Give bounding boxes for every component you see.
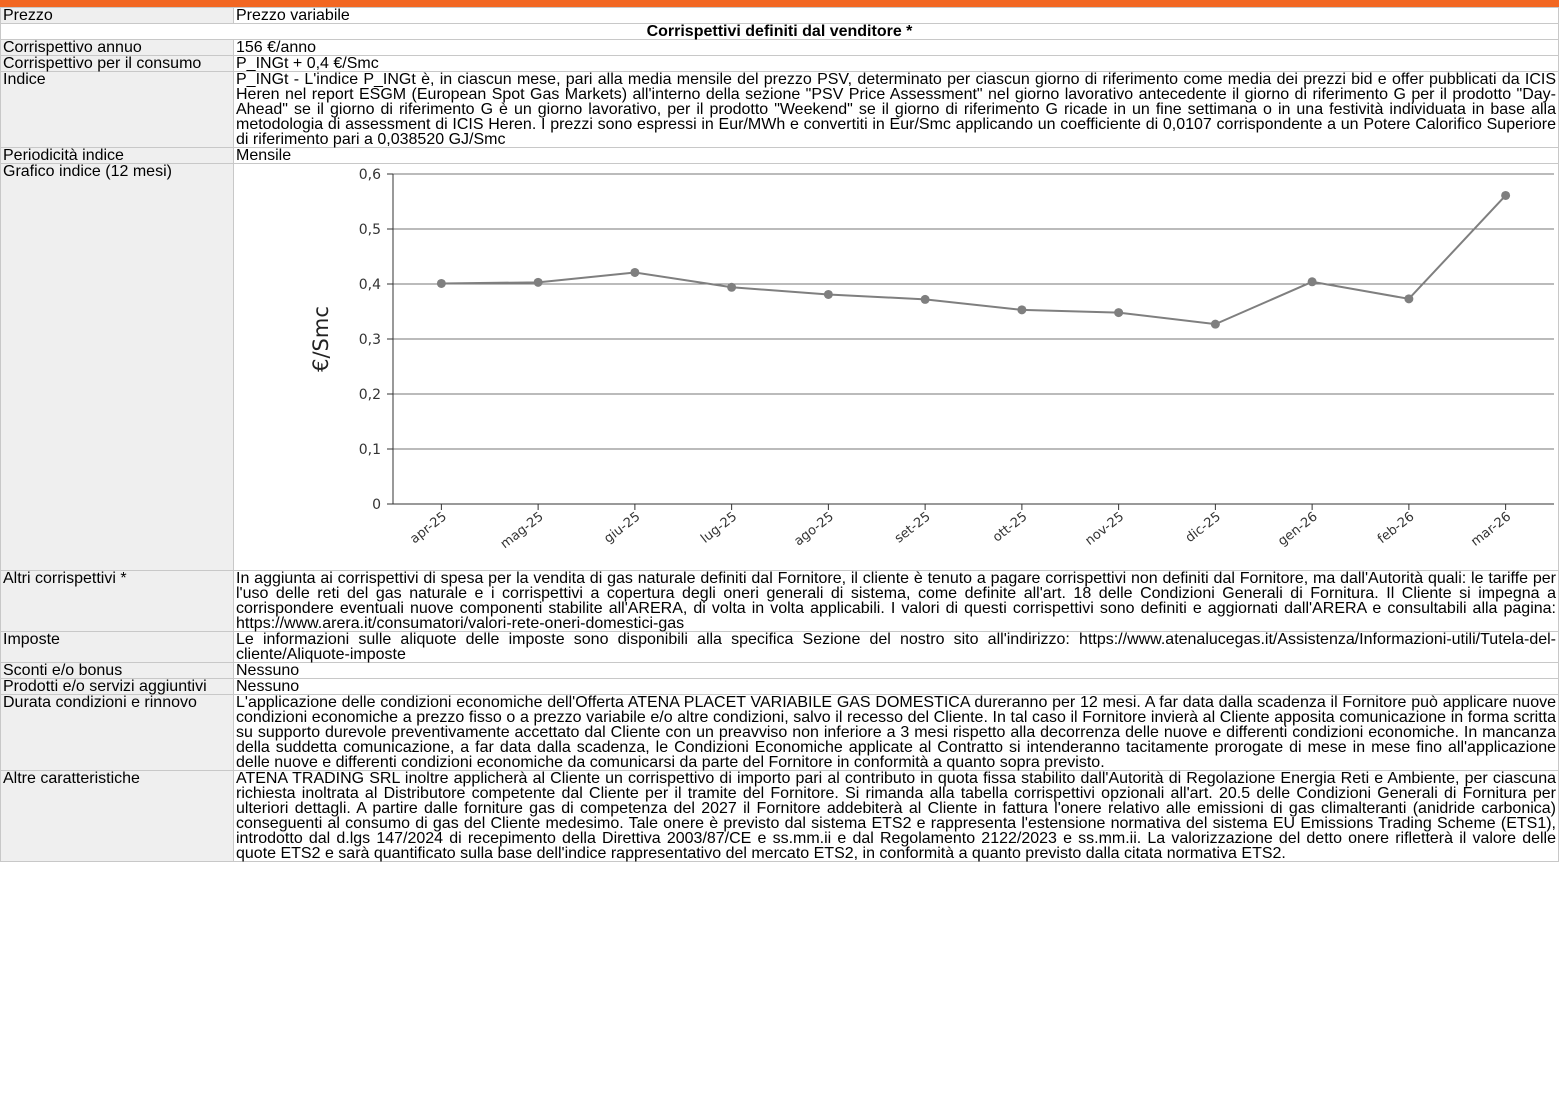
- label-indice: Indice: [0, 71, 234, 148]
- value-periodicita: Mensile: [233, 147, 1559, 164]
- y-tick-label: 0,6: [359, 167, 381, 183]
- x-tick-label: giu-25: [602, 509, 644, 546]
- label-grafico: Grafico indice (12 mesi): [0, 163, 234, 571]
- row-indice: Indice P_INGt - L'indice P_INGt è, in ci…: [0, 71, 1559, 148]
- row-durata: Durata condizioni e rinnovo L'applicazio…: [0, 694, 1559, 771]
- offer-details-table: Prezzo Prezzo variabile Corrispettivi de…: [0, 7, 1559, 862]
- value-corrispettivo-annuo: 156 €/anno: [233, 39, 1559, 56]
- x-tick-label: set-25: [892, 509, 934, 546]
- x-tick-label: lug-25: [698, 509, 740, 546]
- label-altre-caratteristiche: Altre caratteristiche: [0, 770, 234, 862]
- x-tick-label: mag-25: [498, 509, 547, 552]
- value-durata: L'applicazione delle condizioni economic…: [233, 694, 1559, 771]
- x-tick-label: gen-26: [1275, 509, 1320, 549]
- value-altre-caratteristiche: ATENA TRADING SRL inoltre applicherà al …: [233, 770, 1559, 862]
- row-consumo: Corrispettivo per il consumo P_INGt + 0,…: [0, 55, 1559, 72]
- y-tick-label: 0,2: [359, 387, 381, 403]
- data-point: [1017, 305, 1027, 315]
- value-prodotti: Nessuno: [233, 678, 1559, 695]
- x-tick-label: ott-25: [990, 509, 1030, 545]
- value-indice: P_INGt - L'indice P_INGt è, in ciascun m…: [233, 71, 1559, 148]
- row-periodicita: Periodicità indice Mensile: [0, 147, 1559, 164]
- x-tick-label: dic-25: [1183, 509, 1224, 546]
- chart-cell: 0 0,1 0,2 0,3 0,4 0,5 0,6 €/Smc apr-25 mag-25 giu-…: [233, 163, 1559, 571]
- label-corrispettivo-consumo: Corrispettivo per il consumo: [0, 55, 234, 72]
- y-tick-label: 0,1: [359, 442, 381, 458]
- data-point: [436, 278, 446, 288]
- y-tick-label: 0,4: [359, 277, 381, 293]
- data-point: [1404, 294, 1414, 304]
- row-prodotti: Prodotti e/o servizi aggiuntivi Nessuno: [0, 678, 1559, 695]
- value-corrispettivo-consumo: P_INGt + 0,4 €/Smc: [233, 55, 1559, 72]
- y-axis-label: €/Smc: [309, 306, 333, 372]
- label-altri-corrispettivi: Altri corrispettivi *: [0, 570, 234, 632]
- data-point: [1501, 190, 1511, 200]
- row-imposte: Imposte Le informazioni sulle aliquote d…: [0, 631, 1559, 663]
- data-point: [823, 289, 833, 299]
- label-corrispettivo-annuo: Corrispettivo annuo: [0, 39, 234, 56]
- data-point: [1307, 277, 1317, 287]
- x-tick-label: ago-25: [792, 509, 837, 549]
- row-grafico: Grafico indice (12 mesi) 0 0,1 0,2 0,3 0,4 0,…: [0, 163, 1559, 571]
- y-tick-label: 0,3: [359, 332, 381, 348]
- row-altri: Altri corrispettivi * In aggiunta ai cor…: [0, 570, 1559, 632]
- value-prezzo: Prezzo variabile: [233, 7, 1559, 24]
- row-prezzo: Prezzo Prezzo variabile: [0, 7, 1559, 24]
- y-tick-label: 0: [372, 497, 381, 513]
- series-line: [441, 194, 1507, 326]
- label-sconti: Sconti e/o bonus: [0, 662, 234, 679]
- data-point: [630, 267, 640, 277]
- data-point: [533, 277, 543, 287]
- row-altre: Altre caratteristiche ATENA TRADING SRL …: [0, 770, 1559, 862]
- top-accent-bar: [0, 0, 1559, 7]
- row-section: Corrispettivi definiti dal venditore *: [0, 23, 1559, 40]
- label-durata: Durata condizioni e rinnovo: [0, 694, 234, 771]
- row-sconti: Sconti e/o bonus Nessuno: [0, 662, 1559, 679]
- data-point: [1114, 308, 1124, 318]
- y-tick-label: 0,5: [359, 222, 381, 238]
- label-periodicita: Periodicità indice: [0, 147, 234, 164]
- value-imposte: Le informazioni sulle aliquote delle imp…: [233, 631, 1559, 663]
- x-tick-label: nov-25: [1083, 509, 1128, 548]
- section-title: Corrispettivi definiti dal venditore *: [0, 23, 1559, 40]
- x-tick-label: apr-25: [408, 509, 450, 547]
- value-altri-corrispettivi: In aggiunta ai corrispettivi di spesa pe…: [233, 570, 1559, 632]
- label-prezzo: Prezzo: [0, 7, 234, 24]
- x-tick-label: feb-26: [1375, 509, 1417, 547]
- index-line-chart: 0 0,1 0,2 0,3 0,4 0,5 0,6 €/Smc apr-25 mag-25 giu-…: [309, 167, 1554, 552]
- data-point: [727, 282, 737, 292]
- label-prodotti: Prodotti e/o servizi aggiuntivi: [0, 678, 234, 695]
- data-point: [920, 294, 930, 304]
- row-annuo: Corrispettivo annuo 156 €/anno: [0, 39, 1559, 56]
- data-point: [1210, 319, 1220, 329]
- value-sconti: Nessuno: [233, 662, 1559, 679]
- x-tick-label: mar-26: [1468, 509, 1514, 549]
- label-imposte: Imposte: [0, 631, 234, 663]
